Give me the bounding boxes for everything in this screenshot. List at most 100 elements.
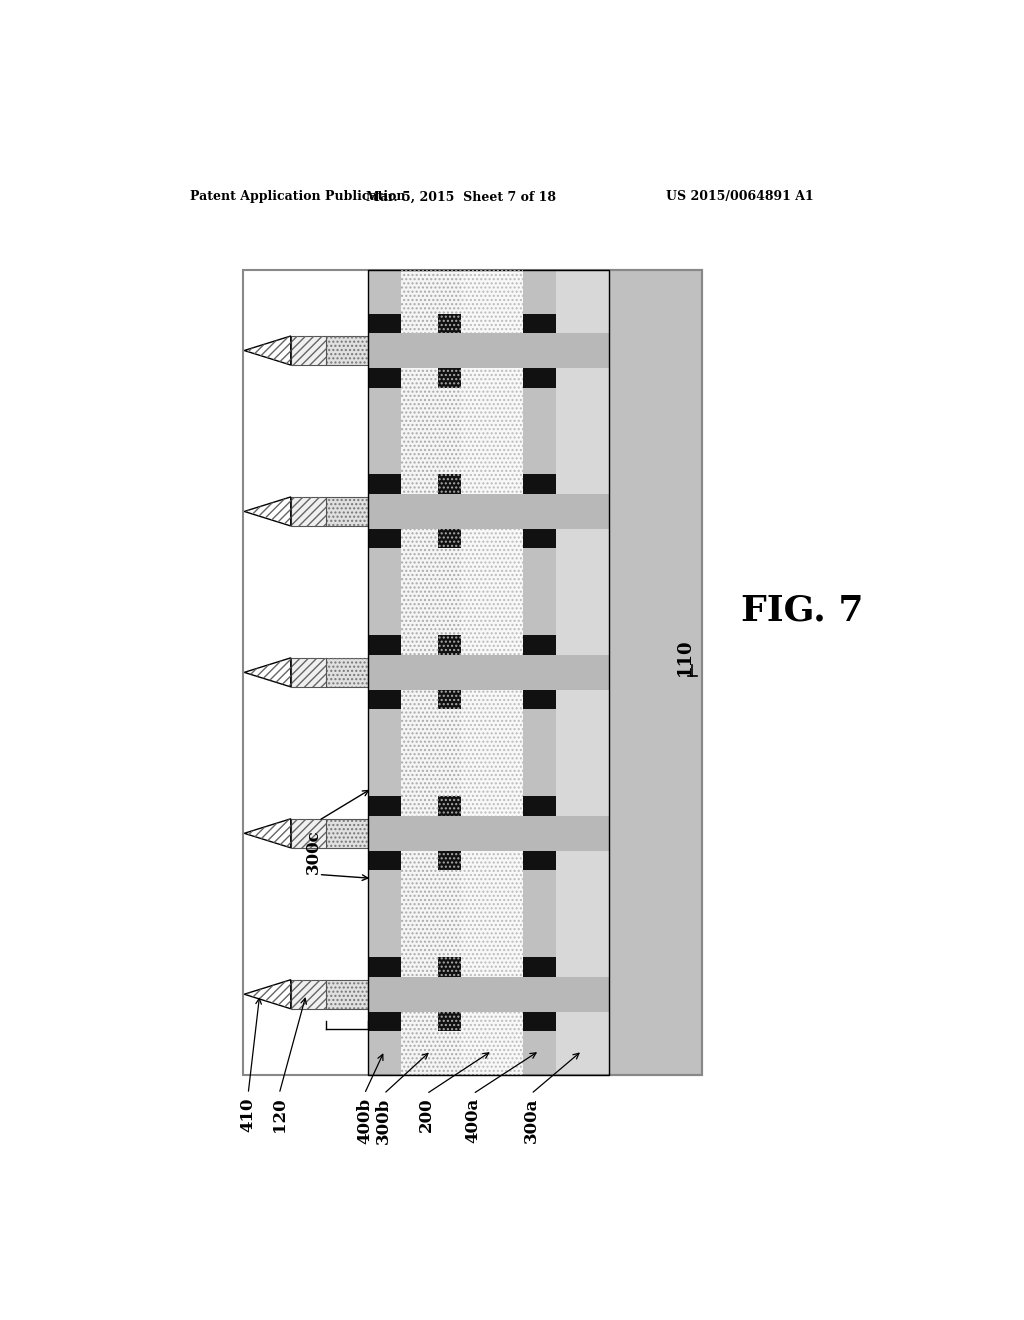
Bar [291, 818, 326, 847]
Bar [608, 271, 701, 1074]
Bar [400, 430, 461, 494]
Bar [369, 690, 400, 709]
Bar [461, 1012, 523, 1074]
Bar [556, 1012, 608, 1074]
Bar [556, 851, 608, 913]
Bar [461, 913, 523, 977]
Polygon shape [245, 657, 291, 686]
Bar [556, 690, 608, 752]
Bar [291, 979, 326, 1008]
Bar [400, 851, 461, 913]
Bar [326, 979, 369, 1008]
Bar [369, 1012, 400, 1031]
Bar [400, 690, 461, 752]
Bar [326, 337, 369, 366]
Bar [438, 796, 461, 816]
Bar [400, 1012, 461, 1074]
Bar [461, 271, 523, 333]
Bar [326, 657, 369, 686]
Bar [326, 496, 369, 525]
Bar [243, 271, 701, 1074]
Bar [523, 314, 556, 333]
Bar [369, 271, 608, 1074]
Bar [556, 430, 608, 494]
Bar [461, 591, 523, 655]
Bar [556, 752, 608, 816]
Bar [461, 752, 523, 816]
Bar [461, 529, 523, 591]
Text: Mar. 5, 2015  Sheet 7 of 18: Mar. 5, 2015 Sheet 7 of 18 [367, 190, 556, 203]
Bar [523, 690, 556, 709]
Bar [369, 474, 400, 494]
Bar [556, 591, 608, 655]
Bar [400, 430, 461, 494]
Bar [369, 655, 608, 690]
Bar [400, 368, 461, 430]
Bar [523, 635, 556, 655]
Polygon shape [245, 337, 291, 366]
Bar [461, 591, 523, 655]
Bar [326, 337, 369, 366]
Bar [326, 496, 369, 525]
Text: 400a: 400a [464, 1098, 481, 1143]
Bar [461, 271, 523, 333]
Bar [400, 851, 461, 913]
Bar [400, 271, 461, 333]
Text: 400b: 400b [356, 1098, 373, 1144]
Bar [291, 496, 326, 525]
Bar [369, 796, 400, 816]
Bar [326, 818, 369, 847]
Bar [523, 474, 556, 494]
Bar [400, 752, 461, 816]
Bar [461, 1012, 523, 1074]
Bar [556, 430, 608, 494]
Bar [556, 913, 608, 977]
Bar [461, 690, 523, 752]
Bar [438, 851, 461, 870]
Bar [523, 796, 556, 816]
Bar [556, 529, 608, 591]
Bar [400, 913, 461, 977]
Bar [369, 851, 400, 870]
Bar [400, 529, 461, 591]
Bar [326, 657, 369, 686]
Bar [438, 314, 461, 333]
Bar [438, 957, 461, 977]
Bar [523, 529, 556, 548]
Bar [291, 337, 326, 366]
Bar [291, 337, 326, 366]
Bar [369, 333, 608, 368]
Bar [556, 271, 608, 333]
Bar [438, 1012, 461, 1031]
Polygon shape [245, 979, 291, 1008]
Bar [461, 851, 523, 913]
Bar [438, 529, 461, 548]
Polygon shape [245, 496, 291, 525]
Bar [461, 752, 523, 816]
Bar [461, 690, 523, 752]
Bar [461, 851, 523, 913]
Bar [461, 430, 523, 494]
Bar [400, 591, 461, 655]
Bar [369, 271, 608, 1074]
Bar [400, 368, 461, 430]
Bar [326, 818, 369, 847]
Bar [291, 818, 326, 847]
Bar [369, 368, 400, 388]
Bar [291, 657, 326, 686]
Bar [461, 529, 523, 591]
Bar [556, 752, 608, 816]
Bar [556, 368, 608, 430]
Bar [400, 591, 461, 655]
Bar [461, 368, 523, 430]
Text: US 2015/0064891 A1: US 2015/0064891 A1 [667, 190, 814, 203]
Text: 300c: 300c [305, 829, 322, 874]
Bar [291, 496, 326, 525]
Text: Patent Application Publication: Patent Application Publication [190, 190, 406, 203]
Bar [556, 851, 608, 913]
Bar [556, 529, 608, 591]
Bar [461, 913, 523, 977]
Text: 110: 110 [676, 638, 693, 676]
Bar [291, 657, 326, 686]
Bar [400, 752, 461, 816]
